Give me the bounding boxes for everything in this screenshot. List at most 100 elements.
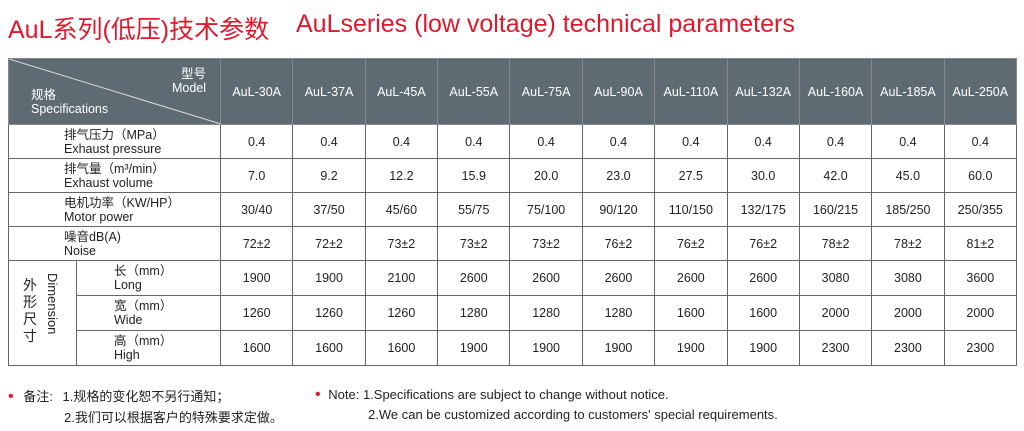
value-cell: 1900 (292, 260, 366, 296)
model-header: AuL-110A (654, 58, 728, 125)
spec-label: 排气量（m³/min） Exhaust volume (8, 158, 221, 193)
value-cell: 0.4 (292, 124, 366, 159)
value-cell: 0.4 (798, 124, 873, 159)
value-cell: 73±2 (364, 226, 439, 261)
value-cell: 37/50 (292, 192, 366, 227)
model-label-en: Model (171, 81, 206, 95)
value-cell: 0.4 (871, 124, 945, 159)
value-cell: 1900 (581, 330, 656, 366)
value-cell: 73±2 (509, 226, 583, 261)
spec-label: 宽（mm） Wide (76, 295, 221, 331)
value-cell: 0.4 (943, 124, 1018, 159)
value-cell: 0.4 (581, 124, 656, 159)
spec-label: 长（mm） Long (76, 260, 221, 296)
value-cell: 250/355 (943, 192, 1018, 227)
value-cell: 2600 (726, 260, 800, 296)
model-header: AuL-250A (943, 58, 1018, 125)
title-cn: AuL系列(低压)技术参数 (8, 16, 270, 44)
value-cell: 3080 (871, 260, 945, 296)
value-cell: 1900 (219, 260, 294, 296)
value-cell: 1600 (219, 330, 294, 366)
value-cell: 30/40 (219, 192, 294, 227)
table-row: 外形尺寸 Dimension 长（mm） Long 1900 1900 2100 2600 26… (8, 260, 1018, 366)
bullet-icon: • (315, 386, 321, 403)
model-header: AuL-30A (219, 58, 294, 125)
value-cell: 20.0 (509, 158, 583, 193)
table-row: 宽（mm） Wide 1260 1260 1260 1280 1280 1280 1600 160… (9, 295, 1018, 331)
value-cell: 78±2 (798, 226, 873, 261)
model-header: AuL-90A (581, 58, 656, 125)
value-cell: 45.0 (871, 158, 945, 193)
table-row: 电机功率（KW/HP） Motor power 30/40 37/50 45/60 55/… (8, 192, 1018, 227)
value-cell: 78±2 (871, 226, 945, 261)
notes-cn-label: 备注: (23, 389, 53, 404)
value-cell: 2000 (943, 295, 1018, 331)
value-cell: 76±2 (581, 226, 656, 261)
value-cell: 1260 (292, 295, 366, 331)
value-cell: 7.0 (219, 158, 294, 193)
corner-header: 型号 Model 规格 Specifications (8, 58, 221, 125)
value-cell: 0.4 (364, 124, 439, 159)
value-cell: 45/60 (364, 192, 439, 227)
value-cell: 0.4 (509, 124, 583, 159)
value-cell: 2000 (871, 295, 945, 331)
dimension-group: 外形尺寸 Dimension (8, 260, 77, 366)
spec-label-en: Wide (114, 313, 143, 327)
value-cell: 1900 (509, 330, 583, 366)
value-cell: 1600 (726, 295, 800, 331)
spec-label-cn: 排气压力（MPa） (64, 127, 165, 142)
value-cell: 76±2 (654, 226, 728, 261)
value-cell: 73±2 (437, 226, 511, 261)
value-cell: 1600 (292, 330, 366, 366)
value-cell: 81±2 (943, 226, 1018, 261)
spec-label-cn: 排气量（m³/min） (64, 161, 165, 176)
value-cell: 2600 (581, 260, 656, 296)
note-cn-2: 2.我们可以根据客户的特殊要求定做。 (64, 410, 283, 425)
table-row: 排气压力（MPa） Exhaust pressure 0.4 0.4 0.4 0.4 0.4… (8, 124, 1018, 159)
value-cell: 2300 (943, 330, 1018, 366)
table-row: 高（mm） High 1600 1600 1600 1900 1900 1900 1900 190… (9, 330, 1018, 366)
value-cell: 76±2 (726, 226, 800, 261)
spec-label-cn: 噪音dB(A) (64, 229, 121, 244)
value-cell: 1280 (437, 295, 511, 331)
spec-label-en: High (114, 348, 140, 362)
model-header: AuL-160A (798, 58, 873, 125)
spec-label-cn: 宽（mm） (114, 299, 173, 313)
value-cell: 90/120 (581, 192, 656, 227)
spec-label-en: Exhaust volume (64, 175, 153, 190)
value-cell: 3600 (943, 260, 1018, 296)
value-cell: 2100 (364, 260, 439, 296)
title-en: AuLseries (low voltage) technical parame… (296, 10, 795, 38)
notes-cn: • 备注: 1.规格的变化恕不另行通知； (8, 386, 229, 406)
header-row: 型号 Model 规格 Specifications AuL-30A AuL-37A A… (8, 58, 1018, 125)
value-cell: 2000 (798, 295, 873, 331)
value-cell: 0.4 (726, 124, 800, 159)
spec-label-cn: 长（mm） (114, 264, 173, 278)
value-cell: 1600 (654, 295, 728, 331)
value-cell: 0.4 (219, 124, 294, 159)
value-cell: 0.4 (437, 124, 511, 159)
value-cell: 9.2 (292, 158, 366, 193)
spec-label-cn: 电机功率（KW/HP） (64, 195, 180, 210)
value-cell: 110/150 (654, 192, 728, 227)
value-cell: 72±2 (292, 226, 366, 261)
value-cell: 2600 (437, 260, 511, 296)
spec-label-en: Noise (64, 243, 96, 258)
value-cell: 55/75 (437, 192, 511, 227)
model-header: AuL-37A (292, 58, 366, 125)
spec-label-en: Motor power (64, 209, 134, 224)
value-cell: 185/250 (871, 192, 945, 227)
value-cell: 1260 (364, 295, 439, 331)
note-en-1: 1.Specifications are subject to change w… (362, 387, 669, 402)
value-cell: 72±2 (219, 226, 294, 261)
value-cell: 160/215 (798, 192, 873, 227)
value-cell: 2300 (798, 330, 873, 366)
value-cell: 2600 (654, 260, 728, 296)
model-header: AuL-132A (726, 58, 800, 125)
dimension-label-cn: 外形尺寸 (23, 277, 37, 344)
spec-table: 型号 Model 规格 Specifications AuL-30A AuL-37A A… (8, 58, 1018, 366)
table-row: 噪音dB(A) Noise 72±2 72±2 73±2 73±2 73±2 76±2 76±2… (8, 226, 1018, 261)
value-cell: 15.9 (437, 158, 511, 193)
note-cn-1: 1.规格的变化恕不另行通知； (62, 389, 230, 404)
value-cell: 30.0 (726, 158, 800, 193)
